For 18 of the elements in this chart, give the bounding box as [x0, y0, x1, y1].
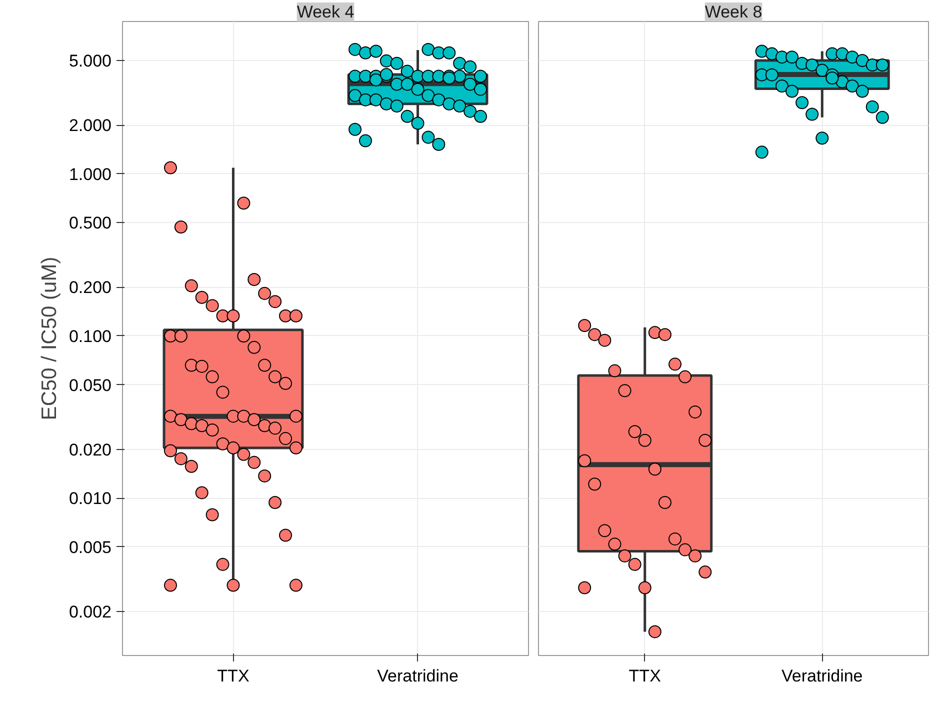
y-tick-label: 0.005	[68, 538, 112, 557]
chart-title: Week 8	[704, 2, 762, 22]
y-tick-label: 2.000	[68, 116, 112, 136]
y-axis-title: EC50 / IC50 (uM)	[38, 256, 61, 420]
y-tick-label: 0.020	[68, 440, 112, 460]
x-tick-label: Veratridine	[377, 666, 458, 686]
y-tick-label: 0.100	[68, 326, 112, 346]
y-tick-label: 1.000	[68, 164, 112, 184]
y-tick-label: 0.500	[68, 214, 112, 233]
y-tick-label: 0.010	[68, 489, 112, 508]
x-tick-label: TTX	[217, 666, 250, 686]
chart-title: Week 4	[296, 2, 354, 22]
y-tick-label: 5.000	[68, 52, 112, 71]
y-tick-label: 0.050	[68, 376, 112, 395]
y-tick-label: 0.002	[68, 602, 112, 622]
x-tick-label: TTX	[628, 666, 661, 686]
y-tick-label: 0.200	[68, 278, 112, 298]
x-tick-label: Veratridine	[782, 666, 863, 686]
